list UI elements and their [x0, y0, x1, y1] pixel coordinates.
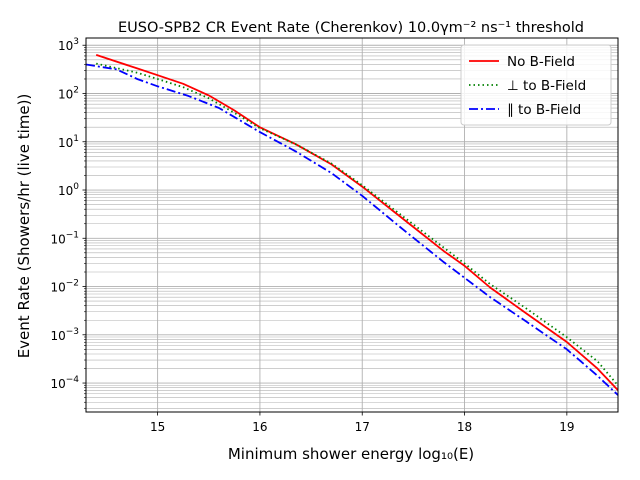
series-lines — [86, 54, 618, 396]
y-tick-label: 10−2 — [50, 279, 79, 295]
ticks: 103 102 101 100 10−1 10−2 10−3 10−4 15 16 17 18 19 — [50, 37, 574, 434]
legend: No B-Field ⊥ to B-Field ∥ to B-Field — [460, 44, 612, 126]
x-tick-label: 19 — [559, 420, 574, 434]
legend-label-2: ⊥ to B-Field — [507, 78, 586, 94]
y-tick-label: 10−4 — [50, 375, 79, 391]
x-axis-label: Minimum shower energy log₁₀(E) — [228, 445, 474, 463]
legend-label-3: ∥ to B-Field — [507, 102, 581, 118]
series-line-3 — [86, 63, 618, 396]
y-tick-label: 10−3 — [50, 327, 79, 343]
chart-title: EUSO-SPB2 CR Event Rate (Cherenkov) 10.0… — [118, 20, 584, 36]
legend-box — [460, 44, 612, 126]
legend-label-1: No B-Field — [507, 54, 575, 70]
x-tick-label: 17 — [355, 420, 370, 434]
x-tick-label: 15 — [150, 420, 165, 434]
plot-frame — [85, 37, 619, 413]
x-tick-label: 18 — [457, 420, 472, 434]
y-tick-label: 102 — [58, 85, 79, 101]
x-tick-label: 16 — [252, 420, 267, 434]
y-axis-label: Event Rate (Showers/hr (live time)) — [15, 94, 33, 359]
series-line-1 — [95, 54, 618, 391]
y-tick-label: 101 — [58, 134, 79, 150]
y-tick-label: 100 — [58, 182, 79, 198]
y-tick-label: 10−1 — [50, 230, 79, 246]
series-line-2 — [96, 62, 618, 387]
grid — [86, 38, 618, 412]
y-tick-label: 103 — [58, 37, 79, 53]
